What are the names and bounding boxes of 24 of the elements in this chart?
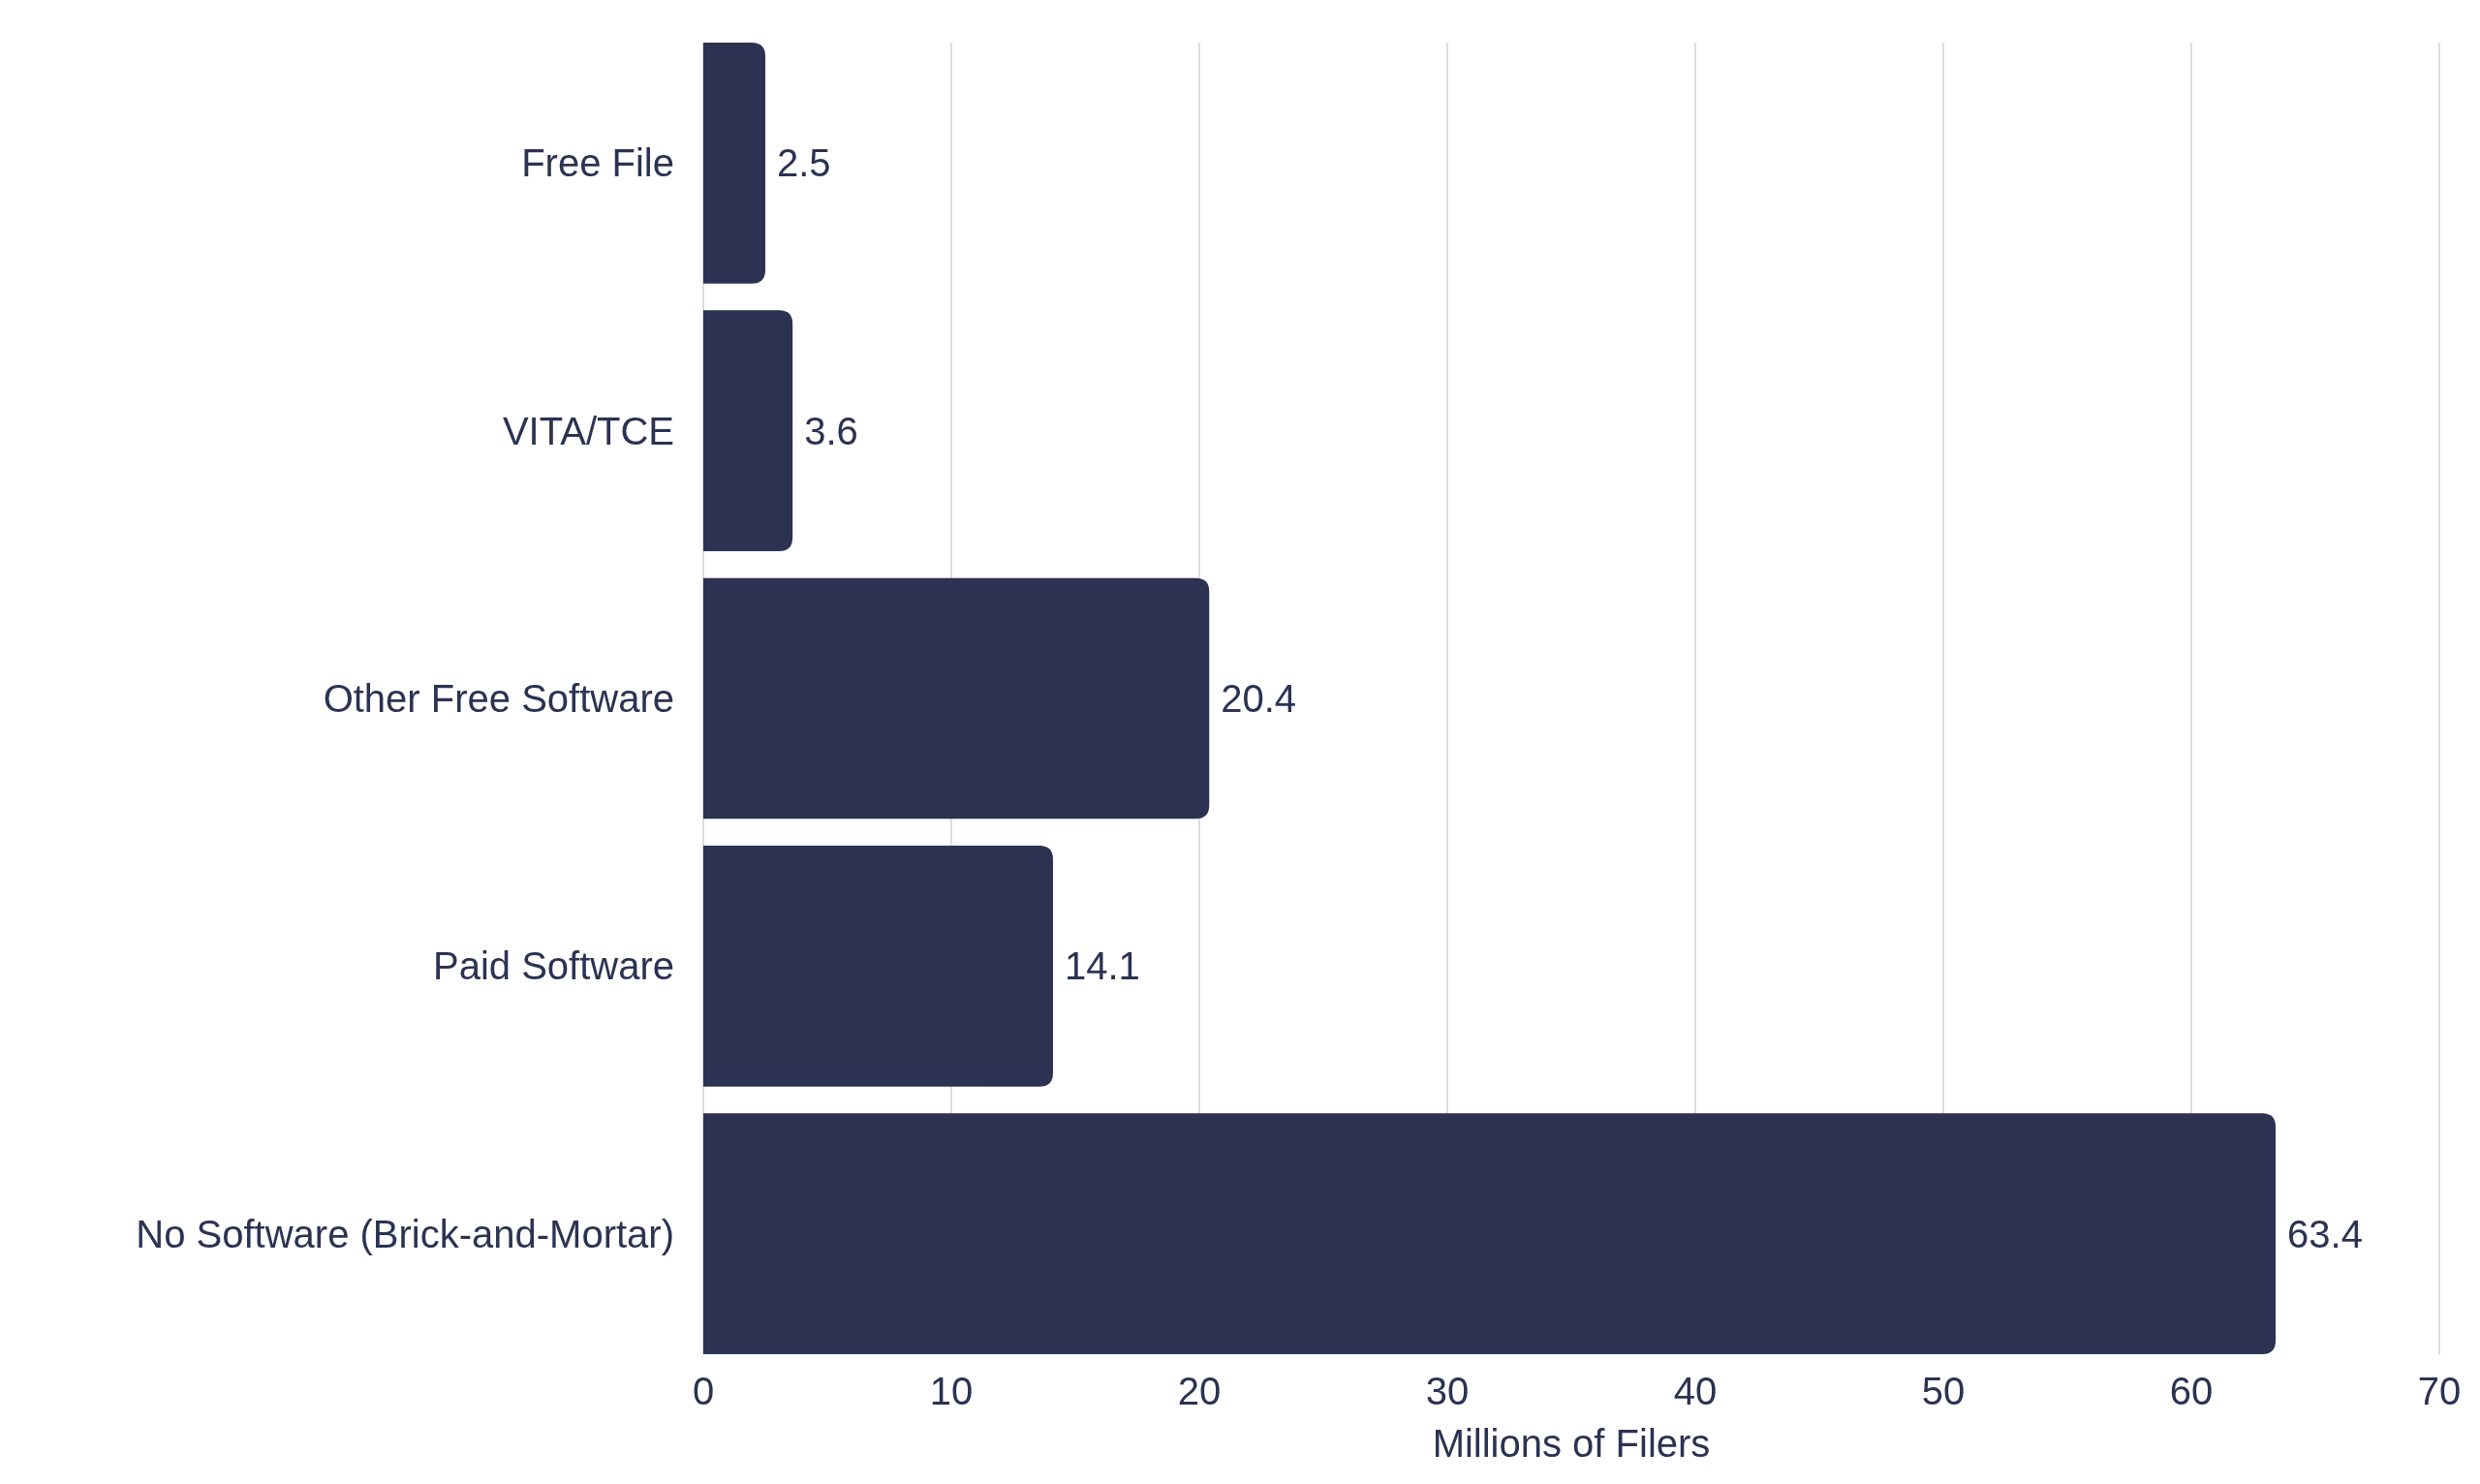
bar — [703, 310, 793, 552]
bar — [703, 1113, 2277, 1354]
y-tick-label: VITA/TCE — [502, 409, 674, 452]
x-tick-label: 60 — [2169, 1370, 2214, 1412]
data-label: 63.4 — [2287, 1212, 2363, 1255]
bar — [703, 845, 1053, 1087]
data-label: 2.5 — [777, 141, 831, 185]
x-tick-label: 40 — [1673, 1370, 1718, 1412]
x-axis-title: Millions of Filers — [1432, 1422, 1711, 1465]
y-tick-label: Free File — [521, 141, 674, 185]
data-label: 20.4 — [1221, 677, 1297, 720]
x-tick-label: 10 — [929, 1370, 974, 1412]
y-tick-label: Paid Software — [432, 944, 674, 988]
x-tick-label: 70 — [2417, 1370, 2462, 1412]
x-tick-label: 20 — [1177, 1370, 1222, 1412]
x-tick-label: 30 — [1425, 1370, 1470, 1412]
data-label: 14.1 — [1064, 944, 1140, 988]
bar — [703, 577, 1210, 819]
y-tick-label: Other Free Software — [323, 677, 674, 720]
bar — [703, 43, 765, 284]
x-tick-label: 0 — [692, 1370, 715, 1412]
x-tick-label: 50 — [1921, 1370, 1966, 1412]
data-label: 3.6 — [804, 409, 858, 452]
y-tick-label: No Software (Brick-and-Mortar) — [136, 1212, 674, 1255]
